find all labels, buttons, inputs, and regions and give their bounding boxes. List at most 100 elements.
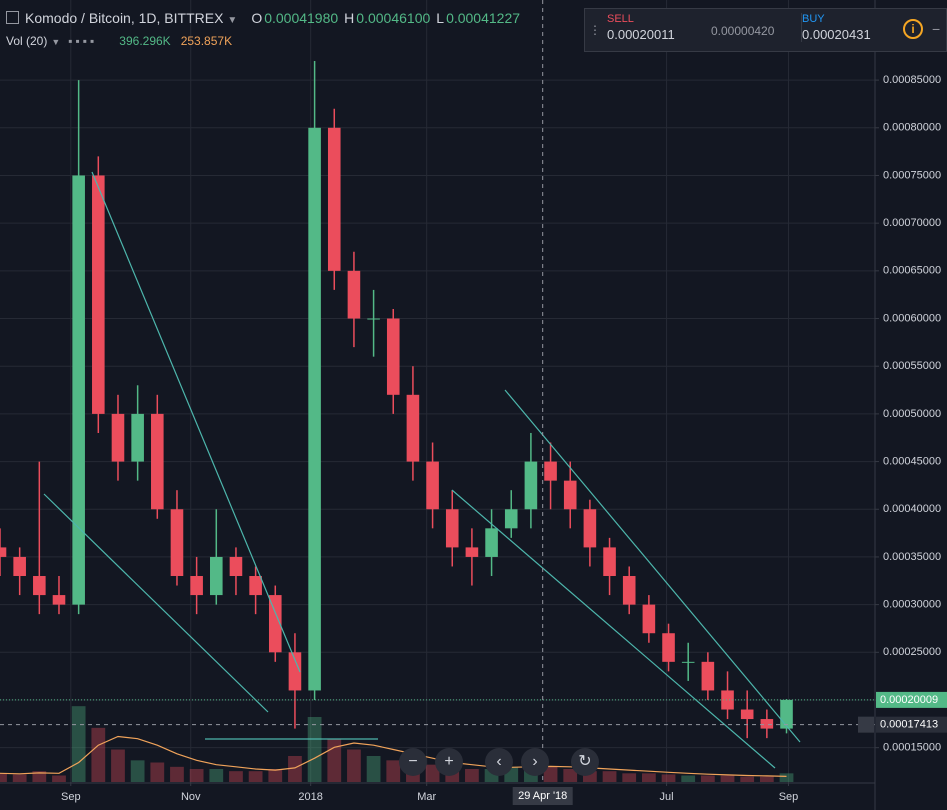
candle-body	[288, 652, 302, 691]
candles	[0, 61, 793, 739]
high-value: 0.00046100	[356, 10, 431, 26]
sell-price: 0.00020011	[607, 27, 675, 42]
y-tick-label: 0.00035000	[883, 551, 941, 563]
candle-body	[504, 509, 518, 529]
candle-body	[426, 461, 439, 510]
volume-bar	[12, 774, 27, 782]
crosshair-time-tag	[512, 787, 573, 805]
volume-bar	[366, 756, 381, 782]
candle-body	[386, 318, 400, 395]
volume-bar	[386, 760, 401, 782]
symbol[interactable]: Komodo / Bitcoin, 1D, BITTREX	[25, 10, 224, 26]
candle-body	[524, 461, 538, 510]
last-price-tag	[876, 691, 947, 708]
volume-bar	[91, 727, 106, 782]
y-tick-label: 0.00080000	[883, 122, 941, 134]
close-panel[interactable]: −	[932, 21, 941, 37]
volume-ma-last: 253.857K	[180, 34, 233, 48]
open-label: O	[251, 10, 263, 26]
buy-button[interactable]: BUY 0.00020431	[801, 13, 871, 42]
volume-bar	[740, 776, 755, 782]
volume-legend: Vol (20) ▼ ▪▪▪▪ 396.296K 253.857K	[6, 34, 232, 48]
buy-label: BUY	[802, 13, 825, 25]
y-tick-label: 0.00070000	[883, 217, 941, 229]
candle-body	[760, 719, 774, 729]
candle-body	[563, 480, 577, 510]
dropdown-icon[interactable]: ▼	[51, 37, 61, 47]
y-tick-label: 0.00065000	[883, 265, 941, 277]
y-tick-label: 0.00015000	[883, 742, 941, 754]
x-tick-label: Jul	[660, 791, 674, 803]
scroll-left-button[interactable]: ‹	[485, 748, 513, 776]
volume-bar	[465, 769, 479, 782]
volume-bar	[700, 775, 715, 782]
volume-bar	[229, 771, 243, 782]
open-value: 0.00041980	[264, 10, 339, 26]
trend-line	[451, 489, 776, 769]
low-value: 0.00041227	[446, 10, 521, 26]
volume-bar	[150, 762, 165, 782]
volume-bar	[720, 775, 735, 782]
candle-body	[367, 318, 380, 320]
low-label: L	[436, 10, 445, 26]
volume-bar	[622, 773, 637, 782]
volume-bar	[130, 760, 145, 782]
info-icon[interactable]: i	[903, 19, 923, 39]
zoom-out-button[interactable]: −	[399, 748, 427, 776]
dropdown-icon[interactable]: ▼	[227, 15, 238, 26]
volume-bar	[661, 774, 676, 782]
volume-bar	[779, 773, 794, 782]
volume-bar	[52, 775, 66, 782]
zoom-in-button[interactable]: +	[435, 748, 463, 776]
candle-body	[52, 595, 66, 605]
candle-body	[0, 547, 7, 557]
sell-label: SELL	[607, 13, 634, 25]
x-tick-label: Sep	[61, 791, 81, 803]
crosshair-price-tag	[876, 716, 947, 733]
candle-body	[13, 556, 26, 577]
x-tick-label: Mar	[417, 791, 436, 803]
y-tick-label: 0.00060000	[883, 312, 941, 324]
candle-body	[603, 547, 616, 577]
overlay	[0, 0, 875, 782]
trade-panel: ⋮ SELL 0.00020011 0.00000420 BUY 0.00020…	[584, 8, 947, 52]
x-tick-label: 2018	[298, 791, 322, 803]
volume-bar	[0, 773, 7, 782]
candle-body	[92, 175, 105, 414]
drag-handle[interactable]: ⋮	[589, 23, 601, 37]
scroll-right-button[interactable]: ›	[521, 748, 549, 776]
y-tick-label: 0.00075000	[883, 169, 941, 181]
crosshair-time-label: 29 Apr '18	[518, 790, 567, 802]
symbol-header: Komodo / Bitcoin, 1D, BITTREX ▼ O 0.0004198…	[6, 10, 520, 26]
candle-body	[151, 413, 164, 510]
sell-button[interactable]: SELL 0.00020011	[607, 13, 675, 42]
collapse-icon[interactable]	[6, 11, 19, 24]
volume-bar	[32, 771, 47, 782]
x-tick-label: Sep	[779, 791, 799, 803]
volume-bar	[189, 769, 204, 782]
candle-body	[642, 604, 656, 634]
volume-tools[interactable]: ▪▪▪▪	[68, 34, 98, 48]
volume-bar	[602, 771, 617, 782]
reset-button[interactable]: ↻	[571, 748, 599, 776]
candle-body	[229, 556, 243, 577]
volume-bar	[307, 717, 322, 782]
last-price-label: 0.00020009	[880, 694, 938, 706]
candle-body	[210, 556, 223, 596]
candle-body	[485, 528, 498, 557]
y-tick-label: 0.00050000	[883, 408, 941, 420]
volume-bar	[543, 766, 558, 782]
trend-line	[43, 493, 269, 713]
volume-bar	[170, 766, 184, 782]
volume-bar	[111, 749, 125, 782]
candle-body	[406, 394, 420, 462]
volume-bar	[327, 738, 342, 782]
crosshair-price-label: 0.00017413	[880, 719, 938, 731]
volume-last: 396.296K	[119, 34, 171, 48]
volume-bar	[288, 756, 302, 782]
volume-title: Vol (20)	[6, 34, 48, 48]
candle-body	[681, 661, 695, 663]
